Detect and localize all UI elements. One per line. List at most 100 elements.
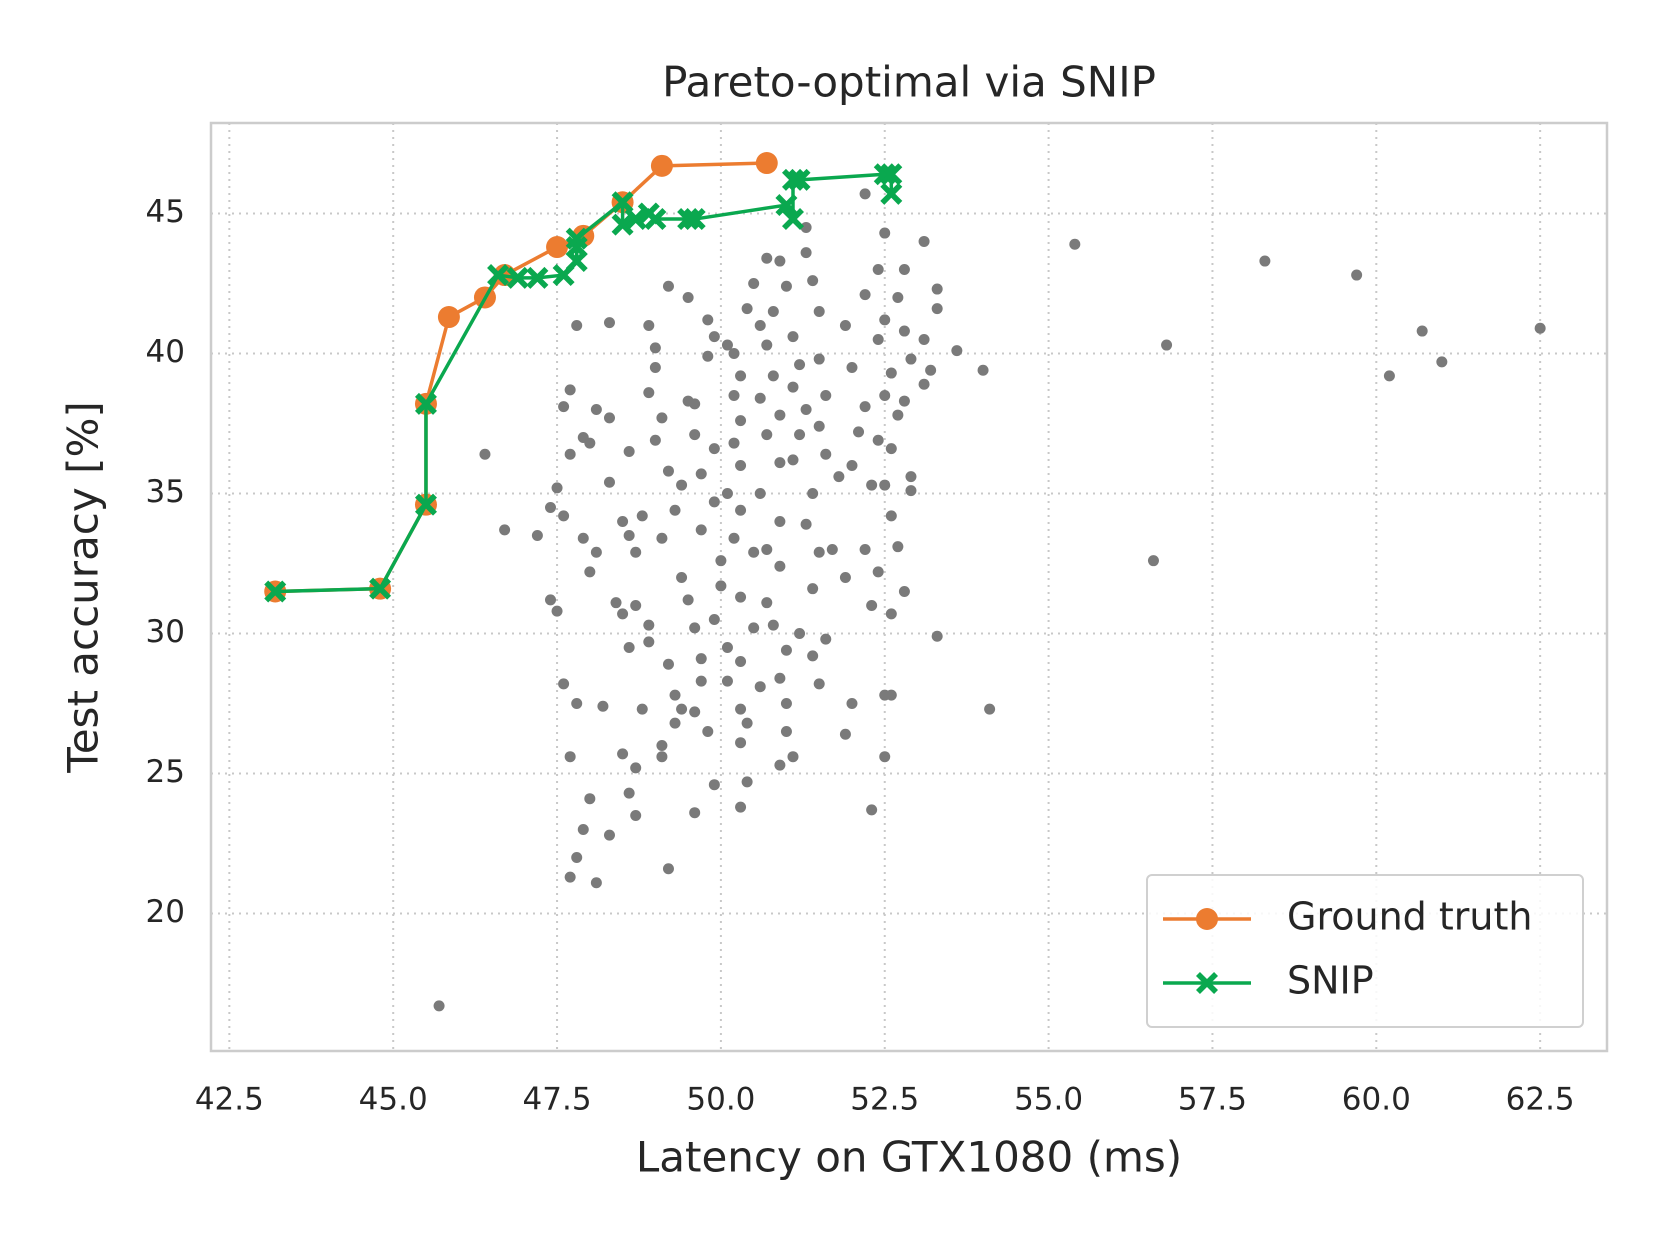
scatter-point	[800, 403, 812, 415]
scatter-point	[807, 583, 819, 595]
scatter-point	[741, 717, 753, 729]
scatter-point	[669, 689, 681, 701]
scatter-point	[839, 319, 851, 331]
scatter-point	[603, 476, 615, 488]
scatter-point	[879, 751, 891, 763]
scatter-point	[826, 543, 838, 555]
x-marker	[565, 227, 588, 250]
scatter-point	[721, 641, 733, 653]
scatter-point	[925, 364, 937, 376]
scatter-point	[676, 703, 688, 715]
scatter-point	[584, 437, 596, 449]
scatter-point	[735, 737, 747, 749]
scatter-point	[918, 378, 930, 390]
scatter-point	[794, 429, 806, 441]
scatter-point	[662, 280, 674, 292]
scatter-point	[774, 759, 786, 771]
scatter-point	[839, 571, 851, 583]
scatter-point	[708, 443, 720, 455]
x-marker	[264, 580, 287, 603]
scatter-point	[656, 412, 668, 424]
scatter-point	[702, 314, 714, 326]
x-marker	[526, 266, 549, 289]
scatter-point	[820, 633, 832, 645]
scatter-point	[617, 515, 629, 527]
scatter-point	[735, 370, 747, 382]
x-tick-label: 55.0	[1014, 1082, 1083, 1118]
scatter-point	[813, 546, 825, 558]
scatter-point	[669, 504, 681, 516]
scatter-point	[558, 401, 570, 413]
scatter-point	[767, 619, 779, 631]
scatter-point	[689, 429, 701, 441]
scatter-point	[603, 317, 615, 329]
scatter-point	[1416, 325, 1428, 337]
scatter-point	[551, 605, 563, 617]
y-tick-label: 25	[146, 754, 185, 790]
scatter-point	[879, 389, 891, 401]
scatter-point	[708, 613, 720, 625]
scatter-point	[748, 546, 760, 558]
scatter-point	[767, 305, 779, 317]
x-marker	[873, 163, 896, 186]
scatter-point	[558, 510, 570, 522]
scatter-point	[1161, 339, 1173, 351]
x-marker	[624, 208, 647, 231]
circle-marker	[1196, 908, 1218, 930]
scatter-point	[676, 571, 688, 583]
scatter-point	[695, 675, 707, 687]
scatter-point	[859, 401, 871, 413]
scatter-point	[662, 658, 674, 670]
scatter-point	[695, 524, 707, 536]
x-tick-label: 60.0	[1342, 1082, 1411, 1118]
scatter-point	[623, 641, 635, 653]
scatter-point	[813, 305, 825, 317]
y-tick-label: 35	[146, 474, 185, 510]
scatter-point	[531, 529, 543, 541]
scatter-point	[1436, 356, 1448, 368]
x-tick-label: 50.0	[686, 1082, 755, 1118]
scatter-point	[761, 429, 773, 441]
scatter-point	[866, 804, 878, 816]
scatter-point	[630, 809, 642, 821]
scatter-point	[754, 319, 766, 331]
scatter-point	[682, 594, 694, 606]
circle-marker	[650, 154, 673, 177]
scatter-point	[564, 448, 576, 460]
scatter-point	[885, 510, 897, 522]
x-marker	[369, 577, 392, 600]
scatter-point	[721, 675, 733, 687]
scatter-point	[787, 454, 799, 466]
x-marker	[414, 392, 437, 415]
scatter-point	[931, 630, 943, 642]
scatter-point	[735, 655, 747, 667]
x-tick-label: 47.5	[523, 1082, 592, 1118]
scatter-point	[669, 717, 681, 729]
x-tick-label: 52.5	[850, 1082, 919, 1118]
scatter-point	[695, 468, 707, 480]
x-marker	[677, 208, 700, 231]
scatter-point	[610, 597, 622, 609]
circle-marker	[755, 152, 778, 175]
scatter-point	[544, 594, 556, 606]
scatter-point	[656, 532, 668, 544]
circle-marker	[546, 236, 569, 259]
legend-label: Ground truth	[1287, 895, 1532, 939]
x-tick-label: 62.5	[1506, 1082, 1575, 1118]
scatter-point	[649, 361, 661, 373]
scatter-point	[800, 518, 812, 530]
scatter-point	[905, 485, 917, 497]
scatter-point	[879, 314, 891, 326]
scatter-point	[820, 448, 832, 460]
scatter-point	[682, 395, 694, 407]
scatter-point	[774, 457, 786, 469]
scatter-point	[866, 599, 878, 611]
scatter-point	[741, 776, 753, 788]
scatter-point	[1534, 322, 1546, 334]
scatter-point	[564, 751, 576, 763]
scatter-point	[735, 591, 747, 603]
x-marker	[880, 163, 903, 186]
